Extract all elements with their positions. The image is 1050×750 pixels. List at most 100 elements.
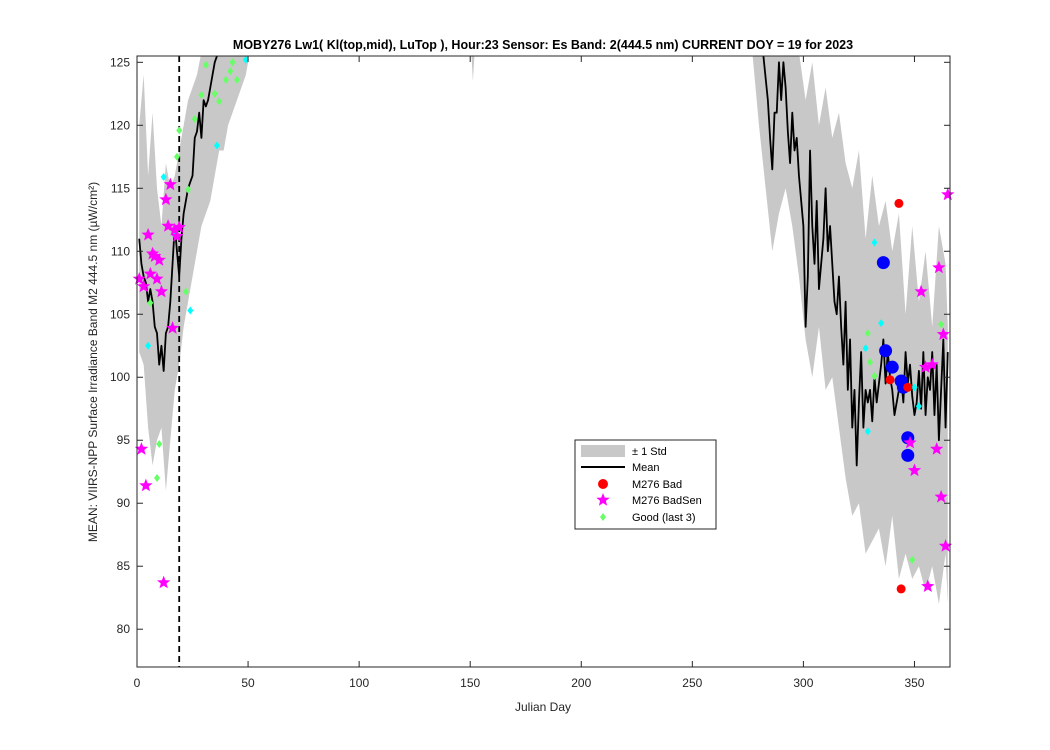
badsen-marker — [938, 539, 953, 552]
legend-swatch-bad — [598, 479, 608, 489]
badsen-marker — [157, 575, 171, 589]
y-axis-label: MEAN: VIIRS-NPP Surface Irradiance Band … — [86, 182, 100, 542]
legend-swatch-std — [581, 445, 625, 457]
x-tick-label: 50 — [241, 676, 255, 690]
good-marker — [198, 91, 205, 100]
good-marker — [202, 60, 209, 69]
cyan-marker — [213, 141, 220, 150]
badsen-marker — [930, 442, 944, 455]
y-tick-label: 110 — [111, 244, 130, 258]
good-marker — [191, 114, 198, 123]
y-tick-label: 90 — [117, 496, 131, 510]
good-marker — [147, 298, 154, 307]
badsen-marker — [925, 357, 939, 371]
tick-layer: 0 50 100 150 200 250 300 350 80 85 90 95 100 105 110 11… — [110, 55, 950, 690]
y-tick-label: 105 — [110, 307, 130, 321]
good-marker — [185, 185, 192, 194]
badsen-marker — [168, 222, 182, 236]
mean-line-segment-0 — [138, 56, 219, 372]
x-tick-label: 200 — [571, 676, 591, 690]
good-marker — [229, 58, 236, 67]
std-band-spike — [471, 56, 475, 82]
badsen-marker — [159, 192, 173, 206]
legend-label-std: ± 1 Std — [632, 446, 667, 458]
badsen-marker — [145, 246, 160, 260]
good-marker — [227, 67, 234, 76]
bad-marker — [894, 198, 904, 208]
badsen-marker — [161, 219, 175, 232]
blue-marker — [885, 360, 899, 374]
legend-label-badsen: M276 BadSen — [632, 495, 702, 507]
plot-area — [132, 55, 955, 667]
bad-marker — [903, 382, 913, 392]
cyan-marker — [145, 341, 152, 350]
bad-marker — [885, 375, 895, 385]
badsen-marker — [150, 272, 164, 285]
y-tick-label: 85 — [117, 559, 131, 573]
good-marker — [211, 89, 218, 98]
y-tick-label: 95 — [117, 433, 131, 447]
y-tick-label: 80 — [117, 622, 131, 636]
good-marker — [871, 371, 878, 380]
blue-marker — [876, 256, 890, 270]
badsen-marker — [163, 177, 177, 191]
good-marker — [864, 329, 871, 338]
badsen-marker — [141, 227, 155, 241]
blue-marker — [901, 448, 915, 462]
chart-title: MOBY276 Lw1( Kl(top,mid), LuTop ), Hour:… — [233, 38, 853, 52]
legend-swatch-good — [600, 513, 606, 521]
badsen-marker — [914, 284, 928, 298]
x-tick-label: 300 — [793, 676, 813, 690]
badsen-marker — [132, 272, 146, 285]
badsen-marker — [134, 442, 149, 455]
badsen-marker — [941, 187, 955, 201]
good-marker — [909, 555, 916, 564]
good-marker — [233, 75, 240, 84]
cyan-marker — [864, 427, 871, 436]
good-marker — [173, 152, 180, 161]
badsen-marker — [921, 579, 935, 592]
std-band-segment-0 — [139, 56, 249, 491]
badsen-marker — [154, 284, 169, 298]
badsen-marker — [932, 260, 946, 274]
good-marker — [176, 126, 183, 135]
badsen-marker — [165, 321, 180, 334]
good-marker — [216, 97, 223, 106]
blue-marker — [879, 344, 893, 358]
x-tick-label: 250 — [682, 676, 702, 690]
badsen-marker — [918, 360, 933, 373]
y-tick-label: 115 — [111, 181, 130, 195]
cyan-marker — [242, 55, 249, 64]
axes-box — [136, 55, 951, 668]
badsen-marker — [139, 478, 153, 492]
good-marker — [153, 474, 160, 483]
mean-line-layer — [138, 56, 949, 467]
badsen-marker — [934, 489, 948, 503]
legend-label-good: Good (last 3) — [632, 512, 696, 524]
legend-label-bad: M276 Bad — [632, 479, 682, 491]
cyan-marker — [911, 383, 918, 392]
x-tick-label: 100 — [349, 676, 369, 690]
badsen-marker — [936, 327, 950, 341]
good-marker — [222, 75, 229, 84]
badsen-marker — [907, 463, 922, 477]
good-marker — [938, 320, 945, 329]
marker-layer — [132, 55, 955, 594]
badsen-marker — [143, 266, 157, 280]
badsen-marker — [152, 253, 166, 266]
mean-line-segment-1 — [762, 56, 949, 467]
badsen-marker — [172, 220, 186, 233]
y-tick-label: 120 — [110, 118, 130, 132]
cyan-marker — [862, 344, 869, 353]
good-marker — [182, 287, 189, 296]
good-marker — [156, 440, 163, 449]
x-tick-label: 0 — [134, 676, 141, 690]
legend-label-mean: Mean — [632, 462, 660, 474]
cyan-marker — [160, 172, 167, 181]
cyan-marker — [878, 319, 885, 328]
cyan-marker — [915, 402, 922, 411]
legend: ± 1 Std Mean M276 Bad M276 BadSen Good (… — [574, 439, 717, 530]
badsen-marker — [137, 279, 151, 293]
badsen-marker — [170, 229, 184, 242]
